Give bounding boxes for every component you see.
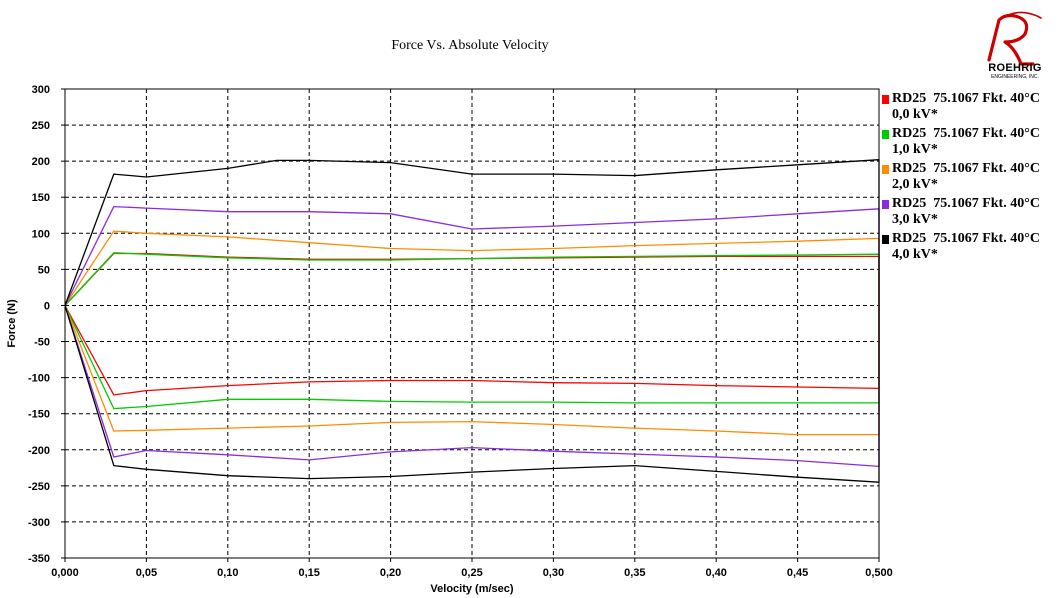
logo-subtext: ENGINEERING, INC.: [991, 74, 1039, 80]
legend-label: RD25 75.1067 Fkt. 40°C 0,0 kV*: [892, 91, 1040, 122]
logo-text: ROEHRIG: [988, 62, 1042, 74]
x-tick-label: 0,35: [624, 567, 645, 579]
y-tick-label: 50: [38, 264, 50, 276]
y-tick-label: -150: [28, 409, 50, 421]
y-tick-label: -300: [28, 517, 50, 529]
legend-swatch: [882, 165, 889, 174]
x-tick-label: 0,000: [51, 567, 79, 579]
x-tick-label: 0,25: [461, 567, 482, 579]
legend-label: RD25 75.1067 Fkt. 40°C 2,0 kV*: [892, 161, 1040, 192]
legend-item: RD25 75.1067 Fkt. 40°C 1,0 kV*: [882, 126, 1063, 161]
y-tick-label: 0: [44, 300, 50, 312]
legend-label: RD25 75.1067 Fkt. 40°C 4,0 kV*: [892, 231, 1040, 262]
y-tick-label: -100: [28, 373, 50, 385]
chart-legend: RD25 75.1067 Fkt. 40°C 0,0 kV* RD25 75.10…: [882, 91, 1063, 266]
y-tick-label: -200: [28, 445, 50, 457]
y-tick-label: -350: [28, 553, 50, 565]
y-tick-label: 200: [32, 156, 50, 168]
x-tick-label: 0,05: [136, 567, 157, 579]
y-tick-label: 100: [32, 228, 50, 240]
x-tick-label: 0,15: [298, 567, 319, 579]
roehrig-logo-icon: [987, 11, 1042, 66]
y-tick-label: 150: [32, 192, 50, 204]
series-line-4: [64, 159, 880, 483]
legend-label: RD25 75.1067 Fkt. 40°C 1,0 kV*: [892, 126, 1040, 157]
legend-swatch: [882, 200, 889, 209]
x-tick-label: 0,10: [217, 567, 238, 579]
x-tick-label: 0,20: [380, 567, 401, 579]
x-tick-label: 0,45: [787, 567, 808, 579]
legend-item: RD25 75.1067 Fkt. 40°C 4,0 kV*: [882, 231, 1063, 266]
x-tick-label: 0,500: [865, 567, 893, 579]
legend-label: RD25 75.1067 Fkt. 40°C 3,0 kV*: [892, 196, 1040, 227]
legend-item: RD25 75.1067 Fkt. 40°C 2,0 kV*: [882, 161, 1063, 196]
y-tick-label: -250: [28, 481, 50, 493]
legend-swatch: [882, 130, 889, 139]
x-tick-label: 0,30: [543, 567, 564, 579]
y-tick-label: -50: [34, 337, 50, 349]
legend-swatch: [882, 95, 889, 104]
y-tick-label: 250: [32, 120, 50, 132]
chart-title: Force Vs. Absolute Velocity: [391, 38, 549, 53]
x-tick-label: 0,40: [705, 567, 726, 579]
x-axis-label: Velocity (m/sec): [430, 583, 513, 595]
y-tick-label: 300: [32, 84, 50, 96]
legend-swatch: [882, 235, 889, 244]
legend-item: RD25 75.1067 Fkt. 40°C 0,0 kV*: [882, 91, 1063, 126]
legend-item: RD25 75.1067 Fkt. 40°C 3,0 kV*: [882, 196, 1063, 231]
y-axis-label: Force (N): [6, 299, 18, 348]
